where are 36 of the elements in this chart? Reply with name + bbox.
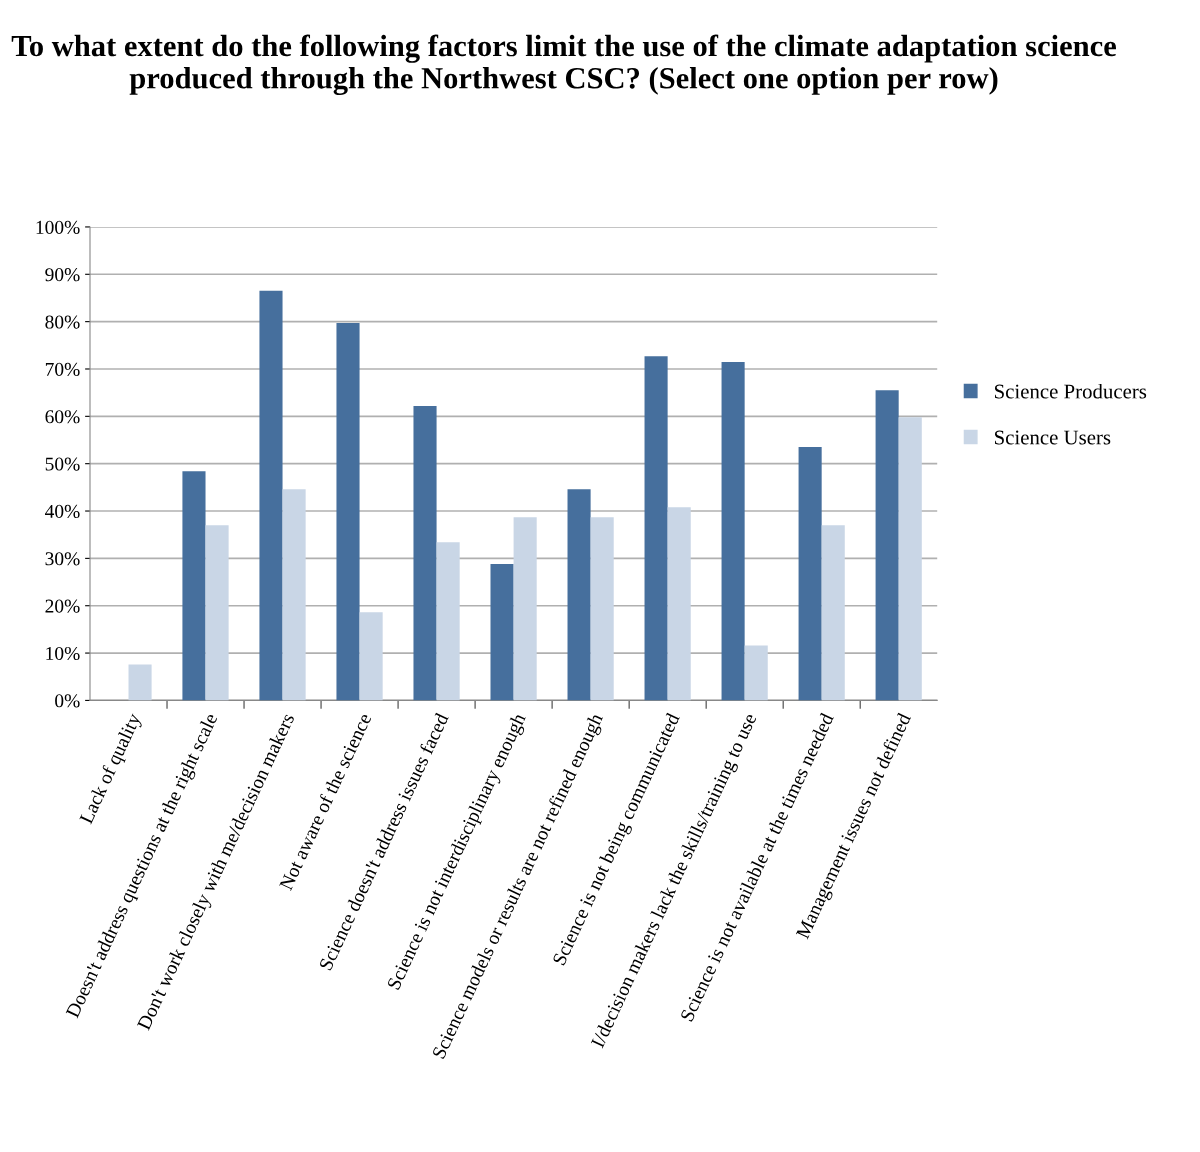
- bar: [259, 290, 283, 701]
- bar: [436, 542, 460, 701]
- chart-title: To what extent do the following factors limit the use of the climate adaptation science produced through the Northwest CSC? (Select one option per row): [11, 34, 1116, 96]
- x-tick-label: Lack of quality: [78, 711, 145, 827]
- y-tick-label: 70%: [45, 362, 80, 376]
- y-tick-label: 50%: [45, 457, 80, 471]
- bar: [182, 471, 206, 701]
- y-tick-label: 100%: [36, 220, 80, 234]
- bar: [359, 612, 383, 701]
- legend-label: Science Producers: [994, 383, 1147, 399]
- bar: [513, 517, 537, 701]
- bar: [205, 525, 229, 701]
- bar: [744, 645, 768, 701]
- bar: [798, 447, 822, 701]
- y-tick-label: 80%: [45, 315, 80, 329]
- bar: [336, 323, 360, 701]
- bar: [721, 361, 745, 701]
- y-tick-label: 40%: [45, 504, 80, 519]
- bar: [667, 507, 691, 701]
- bar: [644, 356, 668, 701]
- bar: [128, 664, 152, 701]
- legend-label: Science Users: [994, 430, 1111, 445]
- y-tick-label: 10%: [46, 646, 80, 661]
- y-tick-label: 0%: [55, 694, 80, 708]
- bar: [590, 517, 614, 701]
- bar: [875, 390, 899, 701]
- bar: [567, 489, 591, 701]
- y-tick-label: 20%: [45, 599, 80, 613]
- y-tick-label: 30%: [45, 552, 80, 566]
- y-tick-label: 90%: [45, 268, 80, 282]
- y-tick-label: 60%: [45, 410, 80, 424]
- bar: [898, 417, 922, 701]
- bar: [282, 489, 306, 701]
- bar: [413, 405, 437, 701]
- bar: [821, 525, 845, 701]
- bar: [490, 564, 514, 701]
